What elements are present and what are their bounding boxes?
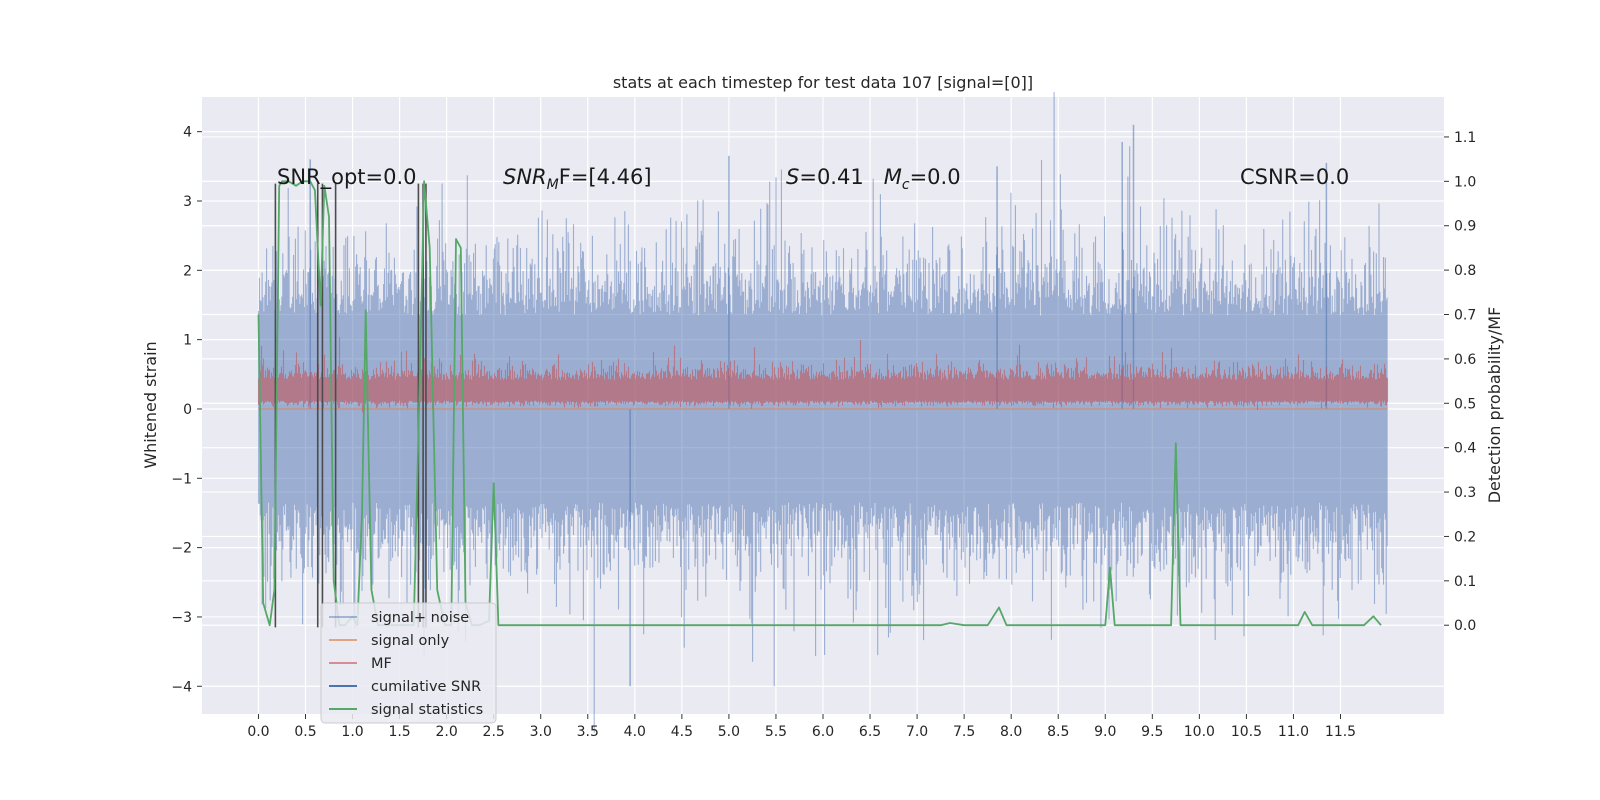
y-tick-label: 1 — [183, 333, 192, 349]
y-tick-label: 3 — [183, 194, 192, 210]
x-tick-label: 4.5 — [671, 724, 693, 740]
x-tick-label: 7.0 — [906, 724, 928, 740]
x-tick-label: 10.5 — [1231, 724, 1262, 740]
y-tick-label: −2 — [171, 541, 192, 557]
y2-tick-label: 0.0 — [1454, 618, 1476, 634]
y2-axis-ticks: 1.1 1.0 0.9 0.8 0.7 0.6 0.5 0.4 0.3 0.2 0.1 0.0 — [1444, 130, 1476, 634]
legend-box — [320, 602, 497, 724]
y2-tick-label: 0.6 — [1454, 352, 1476, 368]
y2-tick-label: 0.1 — [1454, 574, 1476, 590]
legend-label-cumulative-snr: cumilative SNR — [371, 679, 481, 695]
y2-tick-label: 0.4 — [1454, 441, 1476, 457]
x-tick-label: 9.5 — [1141, 724, 1163, 740]
annotation-s-symbol: S — [786, 165, 799, 189]
y-tick-label: 0 — [183, 402, 192, 418]
annotation-snr-mf-value: F=[4.46] — [559, 165, 652, 189]
legend-label-signal-noise: signal+ noise — [371, 610, 469, 626]
x-tick-label: 9.0 — [1094, 724, 1116, 740]
y2-tick-label: 0.8 — [1454, 263, 1476, 279]
y2-tick-label: 0.3 — [1454, 485, 1476, 501]
annotation-s-value: =0.41 — [799, 165, 883, 189]
series-mf — [257, 337, 1389, 413]
x-tick-label: 6.0 — [812, 724, 834, 740]
y2-tick-label: 0.2 — [1454, 529, 1476, 545]
annotation-csnr: CSNR=0.0 — [1240, 165, 1349, 189]
legend-label-mf: MF — [371, 656, 392, 672]
x-tick-label: 4.0 — [624, 724, 646, 740]
annotation-snr-mf-sub: M — [547, 177, 559, 193]
x-tick-label: 7.5 — [953, 724, 975, 740]
x-tick-label: 3.0 — [530, 724, 552, 740]
x-tick-label: 2.5 — [483, 724, 505, 740]
annotation-mc-symbol: M — [884, 165, 902, 189]
x-tick-label: 8.5 — [1047, 724, 1069, 740]
y2-tick-label: 1.0 — [1454, 174, 1476, 190]
y2-tick-label: 0.7 — [1454, 308, 1476, 324]
x-tick-label: 5.0 — [718, 724, 740, 740]
x-tick-label: 6.5 — [859, 724, 881, 740]
annotation-snr-mf-main: SNR — [503, 165, 547, 189]
annotation-mc-sub: c — [902, 177, 910, 193]
annotation-s-mc: S=0.41 Mc=0.0 — [786, 165, 961, 193]
x-tick-label: 8.0 — [1000, 724, 1022, 740]
x-tick-label: 3.5 — [577, 724, 599, 740]
annotation-mc-value: =0.0 — [910, 165, 961, 189]
y-tick-label: −3 — [171, 610, 192, 626]
x-tick-label: 5.5 — [765, 724, 787, 740]
y-tick-label: 2 — [183, 263, 192, 279]
x-tick-label: 0.5 — [294, 724, 316, 740]
y2-tick-label: 0.9 — [1454, 219, 1476, 235]
x-tick-label: 0.0 — [247, 724, 269, 740]
legend-label-signal-only: signal only — [371, 633, 450, 649]
legend-label-signal-statistics: signal statistics — [371, 702, 483, 718]
y-tick-label: 4 — [183, 125, 192, 141]
chart-title: stats at each timestep for test data 107… — [613, 73, 1033, 92]
series-layer — [257, 92, 1389, 733]
y-tick-label: −1 — [171, 471, 192, 487]
x-tick-label: 10.0 — [1184, 724, 1215, 740]
y2-tick-label: 1.1 — [1454, 130, 1476, 146]
annotation-snr-mf: SNRMF=[4.46] — [503, 165, 652, 193]
legend: signal+ noise signal only MF cumilative … — [320, 602, 497, 724]
y-tick-label: −4 — [171, 679, 192, 695]
x-tick-label: 1.0 — [341, 724, 363, 740]
x-axis-ticks: 0.0 0.5 1.0 1.5 2.0 2.5 3.0 3.5 4.0 4.5 5.0 5.5 6.0 6… — [247, 714, 1356, 740]
y-axis-label: Whitened strain — [141, 341, 160, 468]
y-axis-ticks: 4 3 2 1 0 −1 −2 −3 −4 — [171, 125, 202, 695]
annotation-snr-opt: SNR_opt=0.0 — [277, 165, 417, 190]
y2-axis-label: Detection probability/MF — [1485, 307, 1504, 504]
x-tick-label: 2.0 — [436, 724, 458, 740]
y2-tick-label: 0.5 — [1454, 396, 1476, 412]
x-tick-label: 11.5 — [1325, 724, 1356, 740]
x-tick-label: 1.5 — [388, 724, 410, 740]
x-tick-label: 11.0 — [1278, 724, 1309, 740]
